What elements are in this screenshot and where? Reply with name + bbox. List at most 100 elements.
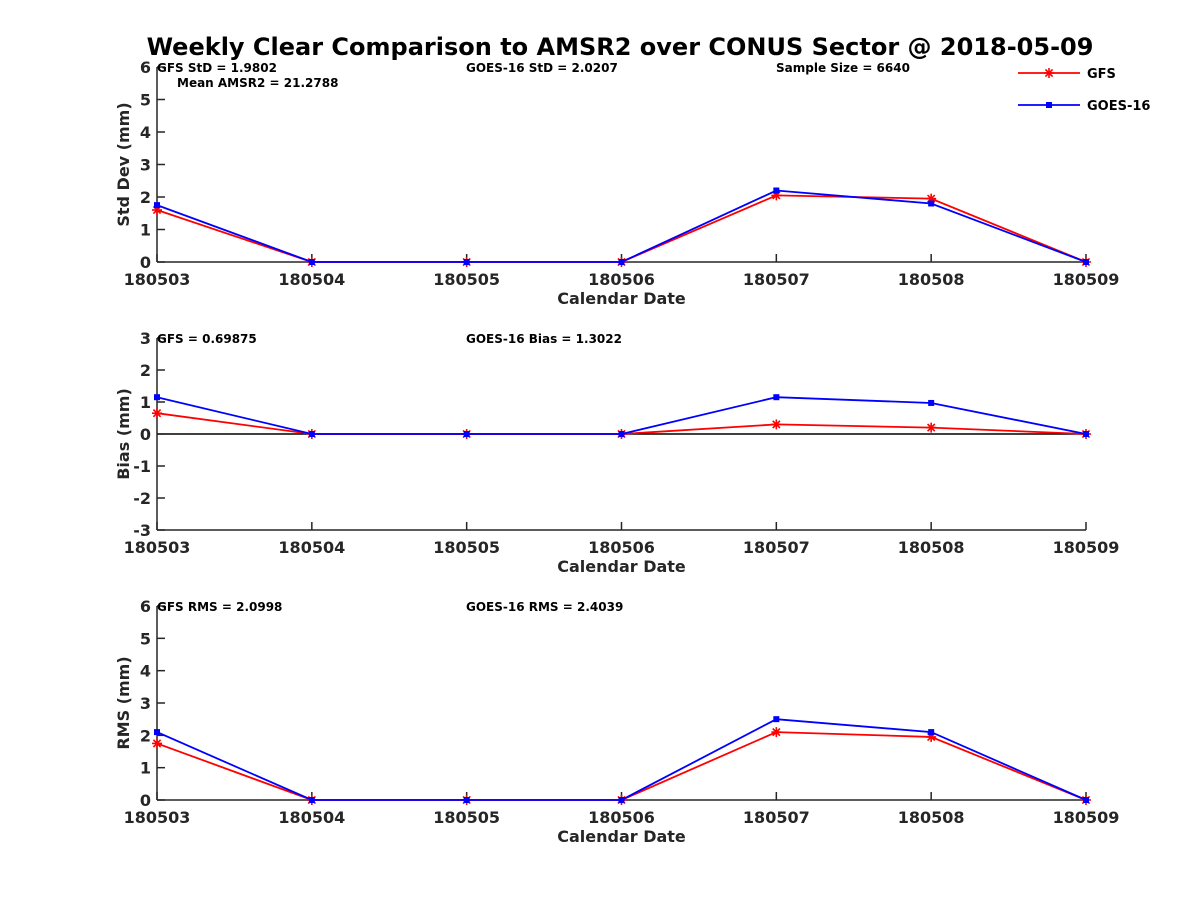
data-point xyxy=(773,187,780,194)
data-point xyxy=(463,259,470,265)
x-tick-label: 180505 xyxy=(433,270,500,289)
y-tick-label: 3 xyxy=(140,329,151,348)
x-axis-label: Calendar Date xyxy=(557,289,686,308)
data-point xyxy=(926,422,937,433)
x-tick-label: 180504 xyxy=(278,808,345,827)
data-point xyxy=(308,431,315,437)
y-tick-label: 5 xyxy=(140,91,151,110)
annotation-mid: GOES-16 Bias = 1.3022 xyxy=(466,332,622,346)
legend-label: GFS xyxy=(1087,67,1116,82)
data-point xyxy=(154,394,160,401)
x-tick-label: 180509 xyxy=(1053,808,1120,827)
data-point xyxy=(308,797,315,803)
data-point xyxy=(773,716,780,723)
series-line xyxy=(156,194,1087,263)
series-line xyxy=(156,189,1087,263)
y-tick-label: 0 xyxy=(140,791,151,810)
figure-title: Weekly Clear Comparison to AMSR2 over CO… xyxy=(147,33,1094,61)
x-tick-label: 180508 xyxy=(898,808,965,827)
y-tick-label: -2 xyxy=(133,489,151,508)
x-tick-label: 180504 xyxy=(278,270,345,289)
y-axis-label: RMS (mm) xyxy=(114,656,133,749)
data-point xyxy=(1083,431,1089,437)
data-point xyxy=(773,394,780,401)
series-goes-16 xyxy=(154,716,1089,803)
legend-entry-goes-16: GOES-16 xyxy=(1018,99,1150,114)
series-line xyxy=(156,731,1087,801)
y-tick-label: 1 xyxy=(140,759,151,778)
x-tick-label: 180503 xyxy=(124,808,191,827)
data-point xyxy=(154,202,160,209)
y-tick-label: 3 xyxy=(140,694,151,713)
y-tick-label: -3 xyxy=(133,521,151,540)
series-line xyxy=(156,718,1087,801)
x-tick-label: 180506 xyxy=(588,538,655,557)
data-point xyxy=(463,797,470,803)
y-tick-label: 4 xyxy=(140,123,151,142)
legend: GFS GOES-16 xyxy=(1018,67,1150,114)
annotation-left: GFS = 0.69875 xyxy=(157,332,257,346)
annotation-left: GFS RMS = 2.0998 xyxy=(157,600,282,614)
x-tick-label: 180505 xyxy=(433,538,500,557)
annotation-left: GFS StD = 1.9802 xyxy=(157,61,277,75)
panels: 0 1 2 3 4 5 6 180503 180504 180505 180506 180507 180… xyxy=(114,58,1119,846)
data-point xyxy=(928,399,935,406)
x-tick-label: 180506 xyxy=(588,808,655,827)
y-tick-label: 0 xyxy=(140,425,151,444)
y-tick-label: 1 xyxy=(140,393,151,412)
y-tick-label: -1 xyxy=(133,457,151,476)
data-point xyxy=(1083,259,1089,265)
x-tick-label: 180503 xyxy=(124,538,191,557)
data-point xyxy=(928,729,935,736)
annotation-left2: Mean AMSR2 = 21.2788 xyxy=(177,76,338,90)
chart-panel-1: 0 1 2 3 4 5 6 180503 180504 180505 180506 180507 180… xyxy=(114,58,1119,308)
data-point xyxy=(618,797,625,803)
series-goes-16 xyxy=(154,187,1089,265)
legend-entry-gfs: GFS xyxy=(1018,67,1116,82)
x-tick-label: 180507 xyxy=(743,808,810,827)
x-tick-label: 180507 xyxy=(743,538,810,557)
x-axis-label: Calendar Date xyxy=(557,557,686,576)
chart-panel-2: -3 -2 -1 0 1 2 3 180503 180504 180505 180506 180507… xyxy=(114,329,1119,576)
data-point xyxy=(152,408,162,419)
data-point xyxy=(618,259,625,265)
data-point xyxy=(154,729,160,736)
y-tick-label: 1 xyxy=(140,221,151,240)
x-tick-label: 180509 xyxy=(1053,538,1120,557)
x-tick-label: 180503 xyxy=(124,270,191,289)
y-tick-label: 2 xyxy=(140,726,151,745)
annotation-right: Sample Size = 6640 xyxy=(776,61,910,75)
annotation-mid: GOES-16 StD = 2.0207 xyxy=(466,61,618,75)
x-tick-label: 180507 xyxy=(743,270,810,289)
x-tick-label: 180508 xyxy=(898,270,965,289)
legend-marker xyxy=(1046,102,1052,108)
data-point xyxy=(618,431,625,437)
y-tick-label: 6 xyxy=(140,58,151,77)
series-goes-16 xyxy=(154,394,1089,437)
y-axis-label: Std Dev (mm) xyxy=(114,102,133,226)
x-tick-label: 180505 xyxy=(433,808,500,827)
y-tick-label: 2 xyxy=(140,188,151,207)
x-tick-label: 180504 xyxy=(278,538,345,557)
data-point xyxy=(771,419,782,430)
annotation-mid: GOES-16 RMS = 2.4039 xyxy=(466,600,623,614)
data-point xyxy=(463,431,470,437)
data-point xyxy=(152,738,162,749)
y-tick-label: 4 xyxy=(140,662,151,681)
data-point xyxy=(928,200,935,207)
y-tick-label: 2 xyxy=(140,361,151,380)
data-point xyxy=(308,259,315,265)
y-tick-label: 6 xyxy=(140,597,151,616)
y-axis-label: Bias (mm) xyxy=(114,388,133,480)
x-axis-label: Calendar Date xyxy=(557,827,686,846)
x-tick-label: 180506 xyxy=(588,270,655,289)
legend-label: GOES-16 xyxy=(1087,99,1150,114)
chart-panel-3: 0 1 2 3 4 5 6 180503 180504 180505 180506 180507 180… xyxy=(114,597,1119,846)
x-tick-label: 180508 xyxy=(898,538,965,557)
y-tick-label: 5 xyxy=(140,629,151,648)
data-point xyxy=(1083,797,1089,803)
data-point xyxy=(771,727,782,738)
legend-marker xyxy=(1044,68,1054,78)
y-tick-label: 3 xyxy=(140,156,151,175)
